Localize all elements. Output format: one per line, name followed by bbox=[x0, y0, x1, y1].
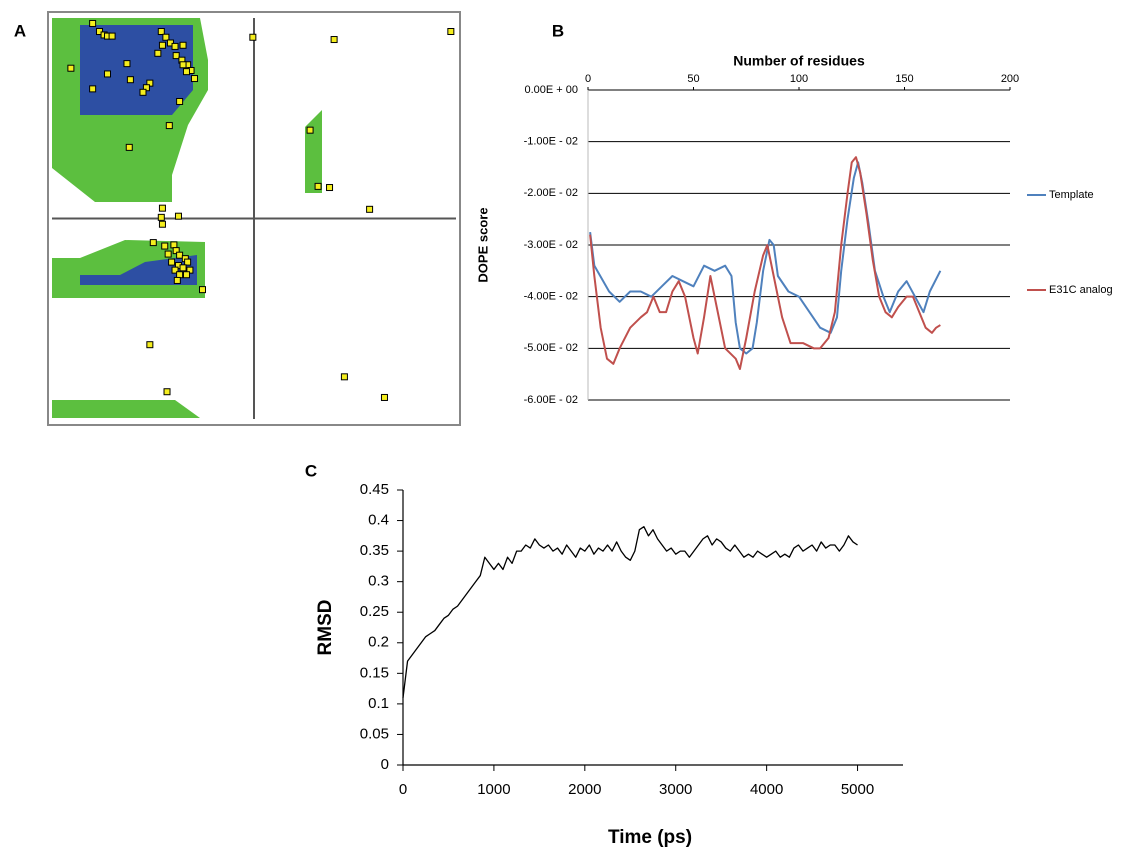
y-axis-label: DOPE score bbox=[475, 207, 490, 282]
y-tick-label: 0.3 bbox=[368, 573, 389, 590]
residue-point bbox=[168, 258, 176, 266]
residue-point bbox=[157, 28, 165, 36]
residue-point bbox=[182, 68, 190, 76]
residue-point bbox=[190, 75, 198, 83]
residue-point bbox=[89, 19, 97, 27]
residue-point bbox=[176, 271, 184, 279]
residue-point bbox=[182, 271, 190, 279]
residue-point bbox=[154, 49, 162, 57]
residue-point bbox=[366, 205, 374, 213]
y-tick-label: 0.00E + 00 bbox=[524, 84, 578, 96]
residue-point bbox=[179, 264, 187, 272]
panel-label: A bbox=[14, 21, 26, 40]
y-tick-label: 0.2 bbox=[368, 634, 389, 651]
residue-point bbox=[170, 241, 178, 249]
x-axis-label: Time (ps) bbox=[608, 827, 692, 848]
y-tick-label: 0.45 bbox=[360, 481, 389, 498]
residue-point bbox=[67, 64, 75, 72]
panel-label: B bbox=[552, 21, 564, 40]
panel-label: C bbox=[305, 461, 317, 480]
y-tick-label: -3.00E - 02 bbox=[524, 239, 578, 251]
residue-point bbox=[89, 85, 97, 93]
favored-region bbox=[80, 25, 193, 115]
residue-point bbox=[179, 41, 187, 49]
x-tick-label: 5000 bbox=[841, 781, 874, 798]
y-tick-label: 0.05 bbox=[360, 725, 389, 742]
axis-title: Number of residues bbox=[733, 53, 865, 69]
x-tick-label: 100 bbox=[790, 73, 808, 85]
y-axis-label: RMSD bbox=[315, 600, 336, 656]
residue-point bbox=[447, 28, 455, 36]
residue-point bbox=[123, 60, 131, 68]
x-tick-label: 0 bbox=[585, 73, 591, 85]
x-tick-label: 2000 bbox=[568, 781, 601, 798]
series-line bbox=[402, 526, 858, 698]
x-tick-label: 4000 bbox=[750, 781, 783, 798]
residue-point bbox=[176, 97, 184, 105]
residue-point bbox=[171, 42, 179, 50]
residue-point bbox=[380, 393, 388, 401]
residue-point bbox=[125, 143, 133, 151]
x-tick-label: 3000 bbox=[659, 781, 692, 798]
allowed-region bbox=[52, 400, 200, 418]
residue-point bbox=[146, 341, 154, 349]
x-tick-label: 200 bbox=[1001, 73, 1019, 85]
y-tick-label: 0.35 bbox=[360, 542, 389, 559]
series-line bbox=[589, 156, 941, 370]
residue-point bbox=[157, 213, 165, 221]
x-tick-label: 50 bbox=[687, 73, 699, 85]
y-tick-label: -2.00E - 02 bbox=[524, 187, 578, 199]
residue-point bbox=[173, 276, 181, 284]
residue-point bbox=[158, 41, 166, 49]
residue-point bbox=[184, 258, 192, 266]
x-tick-label: 0 bbox=[399, 781, 407, 798]
residue-point bbox=[126, 76, 134, 84]
y-tick-label: 0.15 bbox=[360, 664, 389, 681]
x-tick-label: 150 bbox=[895, 73, 913, 85]
residue-point bbox=[164, 250, 172, 258]
x-tick-label: 1000 bbox=[477, 781, 510, 798]
residue-point bbox=[104, 70, 112, 78]
y-tick-label: 0.4 bbox=[368, 512, 389, 529]
residue-point bbox=[330, 36, 338, 44]
residue-point bbox=[165, 122, 173, 130]
residue-point bbox=[149, 239, 157, 247]
y-tick-label: -1.00E - 02 bbox=[524, 136, 578, 148]
y-tick-label: 0 bbox=[381, 756, 389, 773]
y-tick-label: -4.00E - 02 bbox=[524, 291, 578, 303]
residue-point bbox=[314, 182, 322, 190]
residue-point bbox=[326, 184, 334, 192]
residue-point bbox=[340, 373, 348, 381]
y-tick-label: 0.25 bbox=[360, 603, 389, 620]
residue-point bbox=[158, 204, 166, 212]
residue-point bbox=[163, 388, 171, 396]
residue-point bbox=[179, 61, 187, 69]
residue-point bbox=[158, 220, 166, 228]
residue-point bbox=[199, 286, 206, 294]
y-tick-label: -6.00E - 02 bbox=[524, 394, 578, 406]
residue-point bbox=[306, 126, 314, 134]
legend-label: E31C analog bbox=[1049, 284, 1113, 296]
residue-point bbox=[174, 212, 182, 220]
residue-point bbox=[161, 242, 169, 250]
y-tick-label: -5.00E - 02 bbox=[524, 342, 578, 354]
residue-point bbox=[172, 52, 180, 60]
y-tick-label: 0.1 bbox=[368, 695, 389, 712]
residue-point bbox=[108, 32, 116, 40]
series-line bbox=[589, 161, 942, 355]
residue-point bbox=[171, 266, 179, 274]
residue-point bbox=[139, 88, 147, 96]
residue-point bbox=[162, 33, 170, 41]
residue-point bbox=[176, 251, 184, 259]
residue-point bbox=[249, 33, 257, 41]
legend-label: Template bbox=[1049, 189, 1094, 201]
favored-region bbox=[80, 255, 197, 285]
